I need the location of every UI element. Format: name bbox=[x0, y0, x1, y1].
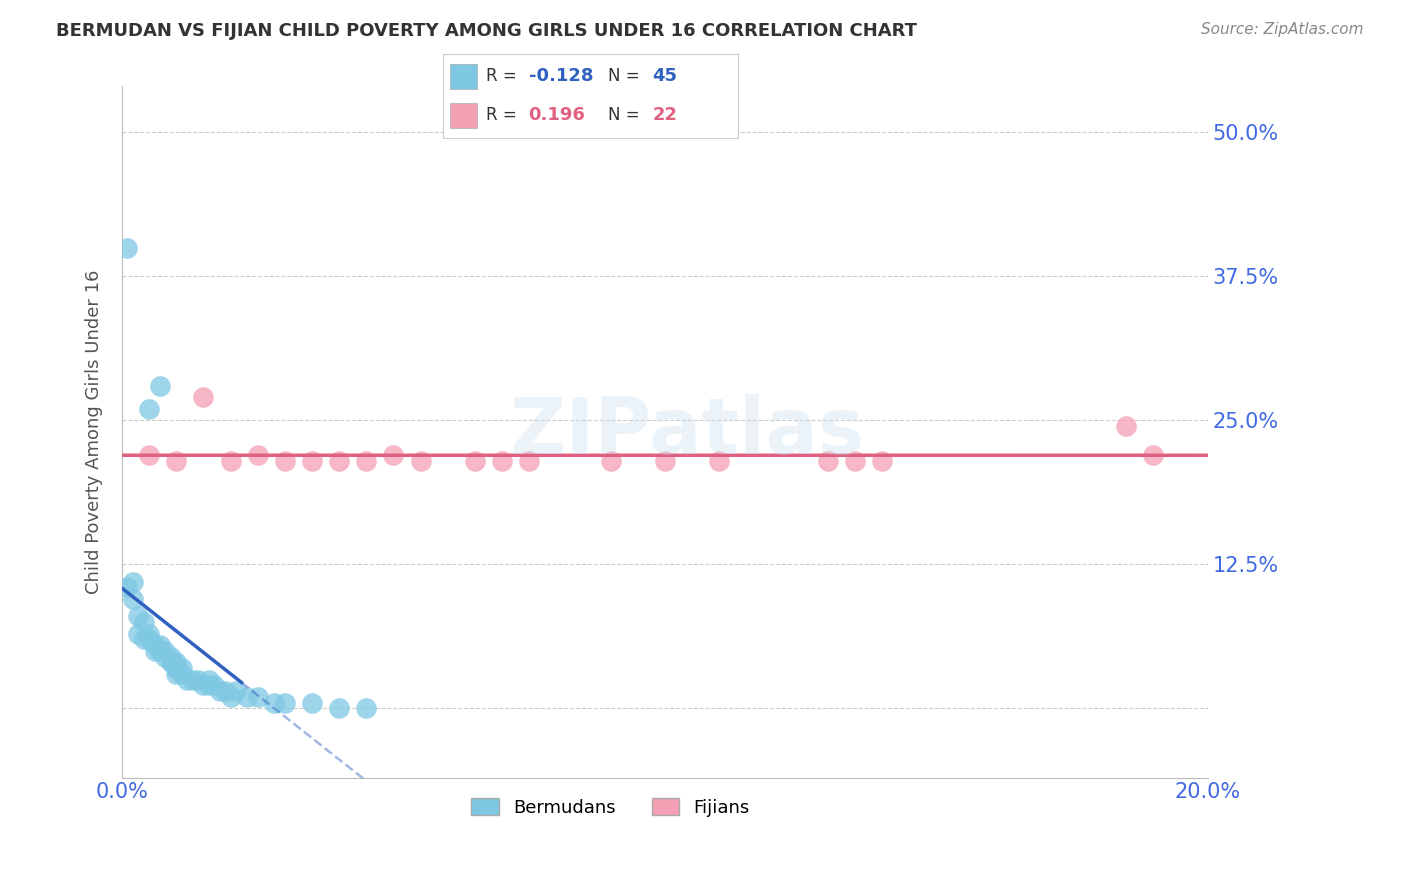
Point bbox=[246, 690, 269, 704]
Text: N =: N = bbox=[609, 68, 645, 86]
Point bbox=[214, 684, 236, 698]
Point bbox=[176, 673, 198, 687]
Point bbox=[328, 701, 350, 715]
Point bbox=[844, 454, 866, 468]
Text: -0.128: -0.128 bbox=[529, 68, 593, 86]
Point bbox=[198, 678, 221, 692]
Text: 22: 22 bbox=[652, 106, 678, 124]
Point bbox=[274, 696, 297, 710]
Point bbox=[202, 678, 225, 692]
Point bbox=[263, 696, 285, 710]
Point bbox=[143, 644, 166, 658]
Point bbox=[219, 454, 242, 468]
Point bbox=[225, 684, 247, 698]
Text: 45: 45 bbox=[652, 68, 678, 86]
Text: 0.196: 0.196 bbox=[529, 106, 585, 124]
Point bbox=[193, 678, 215, 692]
Point bbox=[160, 656, 183, 670]
Text: Source: ZipAtlas.com: Source: ZipAtlas.com bbox=[1201, 22, 1364, 37]
Point bbox=[464, 454, 486, 468]
Point bbox=[409, 454, 432, 468]
Text: R =: R = bbox=[485, 68, 522, 86]
Text: R =: R = bbox=[485, 106, 522, 124]
Point bbox=[654, 454, 676, 468]
Point bbox=[132, 632, 155, 647]
Point bbox=[491, 454, 513, 468]
Point bbox=[208, 684, 231, 698]
Point bbox=[1142, 448, 1164, 462]
Bar bbox=[450, 103, 477, 128]
Point bbox=[599, 454, 621, 468]
Point bbox=[301, 696, 323, 710]
Point bbox=[138, 448, 160, 462]
Point bbox=[143, 638, 166, 652]
Bar bbox=[450, 63, 477, 89]
Legend: Bermudans, Fijians: Bermudans, Fijians bbox=[464, 791, 756, 824]
Point bbox=[138, 632, 160, 647]
Text: N =: N = bbox=[609, 106, 645, 124]
Point bbox=[198, 673, 221, 687]
Point bbox=[117, 581, 139, 595]
Point bbox=[187, 673, 209, 687]
Point bbox=[160, 656, 183, 670]
Point bbox=[170, 661, 193, 675]
Point bbox=[236, 690, 259, 704]
Point bbox=[246, 448, 269, 462]
Point bbox=[138, 626, 160, 640]
Point bbox=[138, 401, 160, 416]
Point bbox=[170, 666, 193, 681]
Point bbox=[1115, 419, 1137, 434]
Text: ZIPatlas: ZIPatlas bbox=[509, 394, 865, 470]
Point bbox=[165, 454, 187, 468]
Point bbox=[155, 649, 177, 664]
Point bbox=[193, 391, 215, 405]
Point bbox=[382, 448, 405, 462]
Point bbox=[122, 592, 145, 607]
Point bbox=[219, 690, 242, 704]
Point bbox=[356, 454, 378, 468]
Point bbox=[181, 673, 204, 687]
Point bbox=[165, 666, 187, 681]
Point bbox=[817, 454, 839, 468]
Point bbox=[165, 661, 187, 675]
Point bbox=[165, 656, 187, 670]
Point bbox=[160, 649, 183, 664]
Point bbox=[707, 454, 730, 468]
Point bbox=[122, 574, 145, 589]
Point bbox=[155, 644, 177, 658]
Point bbox=[149, 379, 172, 393]
Point bbox=[127, 626, 149, 640]
Point bbox=[274, 454, 297, 468]
Point bbox=[517, 454, 540, 468]
Point bbox=[356, 701, 378, 715]
Point bbox=[301, 454, 323, 468]
Point bbox=[149, 638, 172, 652]
Text: BERMUDAN VS FIJIAN CHILD POVERTY AMONG GIRLS UNDER 16 CORRELATION CHART: BERMUDAN VS FIJIAN CHILD POVERTY AMONG G… bbox=[56, 22, 917, 40]
Point bbox=[328, 454, 350, 468]
Point bbox=[165, 661, 187, 675]
Point bbox=[127, 609, 149, 624]
Y-axis label: Child Poverty Among Girls Under 16: Child Poverty Among Girls Under 16 bbox=[86, 269, 103, 594]
Point bbox=[870, 454, 893, 468]
Point bbox=[132, 615, 155, 629]
Point bbox=[149, 644, 172, 658]
Point bbox=[117, 241, 139, 255]
